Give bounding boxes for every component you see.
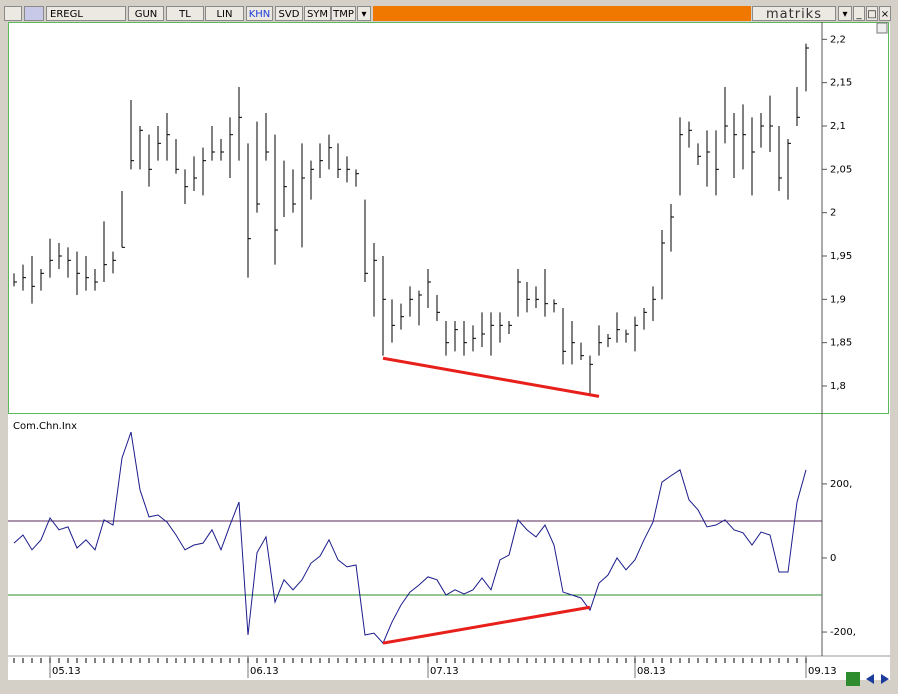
- x-tick-label: 08.13: [637, 666, 666, 677]
- y-tick-label: 2,1: [830, 121, 846, 132]
- toolbar-button[interactable]: TL: [166, 6, 204, 21]
- panel-close[interactable]: [876, 22, 888, 34]
- close-button[interactable]: ×: [879, 6, 891, 21]
- symbol-box[interactable]: EREGL: [46, 6, 126, 21]
- menu-button[interactable]: ▾: [838, 6, 852, 21]
- y-tick-label: 0: [830, 553, 836, 564]
- y-tick-label: 1,95: [830, 251, 852, 262]
- icon-button[interactable]: [4, 6, 22, 21]
- y-tick-label: 1,9: [830, 294, 846, 305]
- toolbar-button[interactable]: SVD: [275, 6, 303, 21]
- y-tick-label: 2,2: [830, 34, 846, 45]
- toolbar-button[interactable]: KHN: [246, 6, 273, 21]
- dropdown-arrow[interactable]: ▾: [357, 6, 371, 21]
- icon-button[interactable]: [24, 6, 44, 21]
- y-tick-label: 1,8: [830, 381, 846, 392]
- trendline: [382, 356, 600, 398]
- x-tick-label: 05.13: [52, 666, 81, 677]
- y-tick-label: 2,05: [830, 164, 852, 175]
- indicator-line: [13, 431, 807, 645]
- toolbar-button[interactable]: GUN: [128, 6, 164, 21]
- chart-bg: [8, 22, 890, 680]
- refresh-button[interactable]: [846, 672, 860, 686]
- toolbar-button[interactable]: TMP: [331, 6, 356, 21]
- y-tick-label: 200,: [830, 479, 852, 490]
- scroll-left[interactable]: [866, 674, 874, 684]
- orange-bar: [373, 6, 751, 21]
- price-panel-border: [8, 22, 889, 414]
- maximize-button[interactable]: □: [866, 6, 878, 21]
- x-tick-label: 07.13: [430, 666, 459, 677]
- y-tick-label: 2,15: [830, 78, 852, 89]
- indicator-title: Com.Chn.Inx: [13, 421, 77, 432]
- trendline: [382, 605, 591, 645]
- minimize-button[interactable]: _: [853, 6, 865, 21]
- toolbar-button[interactable]: SYM: [304, 6, 331, 21]
- y-tick-label: 2: [830, 208, 836, 219]
- x-tick-label: 06.13: [250, 666, 279, 677]
- toolbar-button[interactable]: LIN: [205, 6, 244, 21]
- x-tick-label: 09.13: [808, 666, 837, 677]
- y-tick-label: -200,: [830, 627, 856, 638]
- y-tick-label: 1,85: [830, 338, 852, 349]
- scroll-right[interactable]: [881, 674, 889, 684]
- brand: matriks: [752, 6, 836, 22]
